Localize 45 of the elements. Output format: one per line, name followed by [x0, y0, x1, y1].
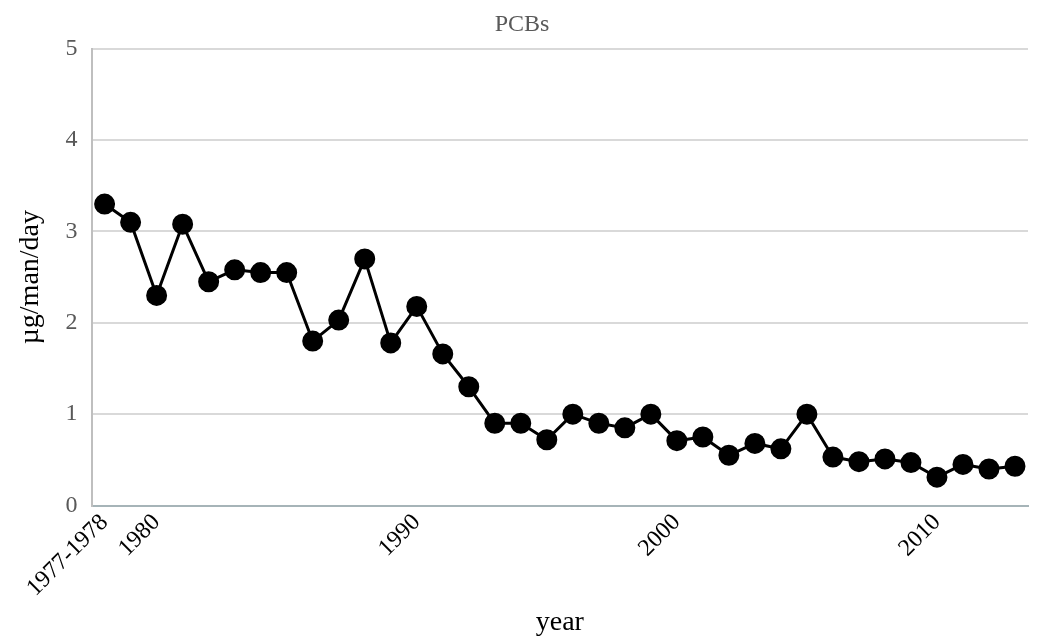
point: [224, 259, 246, 281]
point: [848, 451, 870, 473]
point: [926, 466, 948, 488]
point: [328, 309, 350, 331]
point: [302, 330, 324, 352]
point: [146, 284, 168, 306]
point: [380, 332, 402, 354]
point: [536, 429, 558, 451]
point: [744, 432, 766, 454]
point: [874, 448, 896, 470]
point: [94, 193, 116, 215]
point: [692, 426, 714, 448]
point: [588, 412, 610, 434]
y-tick-label: 0: [65, 490, 78, 517]
point: [432, 343, 454, 365]
point: [510, 412, 532, 434]
x-axis-title: year: [535, 604, 585, 636]
point: [718, 444, 740, 466]
chart-title: PCBs: [494, 9, 550, 36]
point: [952, 453, 974, 475]
point: [796, 403, 818, 425]
point: [770, 438, 792, 460]
point: [406, 295, 428, 317]
point: [276, 262, 298, 284]
point: [484, 412, 506, 434]
y-tick-label: 5: [65, 34, 78, 61]
point: [1004, 455, 1026, 477]
point: [250, 262, 272, 284]
point: [458, 376, 480, 398]
point: [120, 211, 142, 233]
point: [640, 403, 662, 425]
point: [198, 271, 220, 293]
point: [900, 452, 922, 474]
y-tick-label: 2: [65, 308, 78, 335]
point: [562, 403, 584, 425]
point: [172, 213, 194, 235]
y-tick-label: 1: [65, 399, 78, 426]
point: [666, 430, 688, 452]
y-tick-label: 3: [65, 216, 78, 243]
point: [614, 417, 636, 439]
y-axis-title: µg/man/day: [13, 209, 45, 345]
point: [354, 248, 376, 270]
point: [822, 446, 844, 468]
point: [978, 458, 1000, 480]
y-tick-label: 4: [65, 125, 78, 152]
